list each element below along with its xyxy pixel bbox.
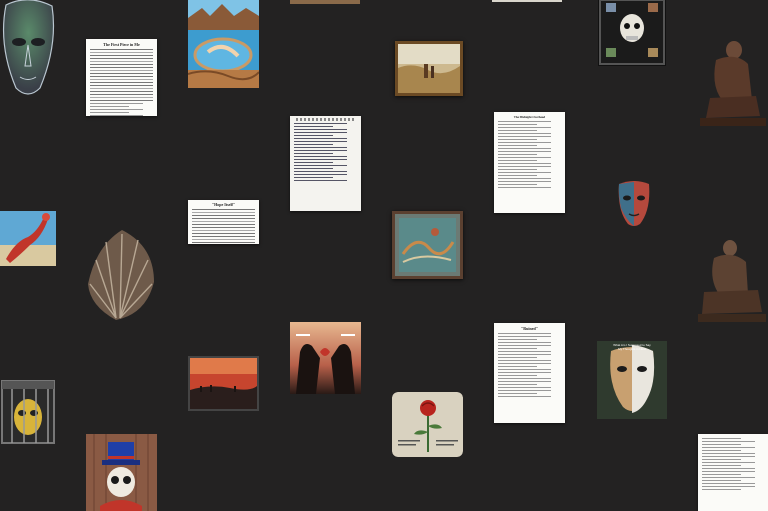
- wood-fan-icon: [88, 230, 154, 320]
- rose-quote-artwork[interactable]: [392, 392, 463, 457]
- lyric-sheet-midnight[interactable]: The Midnight Overhead: [494, 112, 565, 213]
- caged-mask-icon: [1, 380, 55, 444]
- handwritten-lyrics-notebook[interactable]: [290, 116, 361, 211]
- skull-cabinet-icon: [599, 0, 665, 65]
- framed-abstract-textile[interactable]: [392, 211, 463, 279]
- caged-mask-sculpture[interactable]: [0, 377, 56, 447]
- poster-caption-1: What Am I Supposed to Say: [613, 343, 651, 347]
- red-sunset-painting[interactable]: [188, 356, 259, 411]
- landscape-painting-icon: [398, 44, 460, 93]
- bronze-seated-figure-sculpture[interactable]: [696, 38, 768, 128]
- hope-sheet-title: "Hope Itself": [211, 202, 236, 207]
- poem-sheet-title: "Ruined": [521, 326, 538, 331]
- lyric-sheet-bottom-right[interactable]: [698, 434, 768, 511]
- desert-painting-icon: [188, 0, 259, 88]
- rose-artwork-icon: [392, 392, 463, 457]
- top-hat-skull-icon: [86, 434, 157, 511]
- bronze-kneeling-icon: [698, 240, 766, 322]
- surreal-desert-painting[interactable]: [188, 0, 259, 88]
- face-mask-icon: [618, 181, 650, 226]
- beach-painting-icon: [0, 211, 56, 266]
- red-figure-beach-painting[interactable]: [0, 211, 56, 266]
- half-mask-poster[interactable]: What Am I Supposed to Say My Thoughts in…: [597, 341, 667, 419]
- sheet-music-hope-itself[interactable]: "Hope Itself": [188, 200, 259, 244]
- glass-mask-icon: [2, 0, 55, 95]
- bronze-kneeling-figure-sculpture[interactable]: [696, 238, 768, 324]
- sheet-music-first-piece[interactable]: The First Piece in Me: [86, 39, 157, 116]
- skull-cabinet-artwork[interactable]: [598, 0, 666, 66]
- glass-mask-artwork[interactable]: [0, 0, 56, 100]
- lyric-sheet-title: The Midnight Overhead: [513, 115, 546, 119]
- top-edge-clipped-artwork-2[interactable]: [492, 0, 562, 2]
- sunset-painting-icon: [190, 358, 257, 409]
- half-mask-poster-icon: [597, 341, 667, 419]
- sheet-music-title: The First Piece in Me: [103, 42, 140, 47]
- poem-sheet-ruined[interactable]: "Ruined": [494, 323, 565, 423]
- painted-face-mask[interactable]: [616, 180, 652, 228]
- abstract-textile-icon: [395, 214, 460, 276]
- bronze-figure-icon: [700, 41, 766, 126]
- carved-wood-fan-sculpture[interactable]: [86, 226, 157, 323]
- top-hat-skull-painting[interactable]: [86, 434, 157, 511]
- framed-landscape-painting[interactable]: [395, 41, 463, 96]
- poster-caption-2: My Thoughts in Here: [618, 347, 646, 351]
- silhouette-couple-album-cover[interactable]: [290, 322, 361, 394]
- album-cover-icon: [290, 322, 361, 394]
- top-edge-clipped-artwork[interactable]: [290, 0, 360, 4]
